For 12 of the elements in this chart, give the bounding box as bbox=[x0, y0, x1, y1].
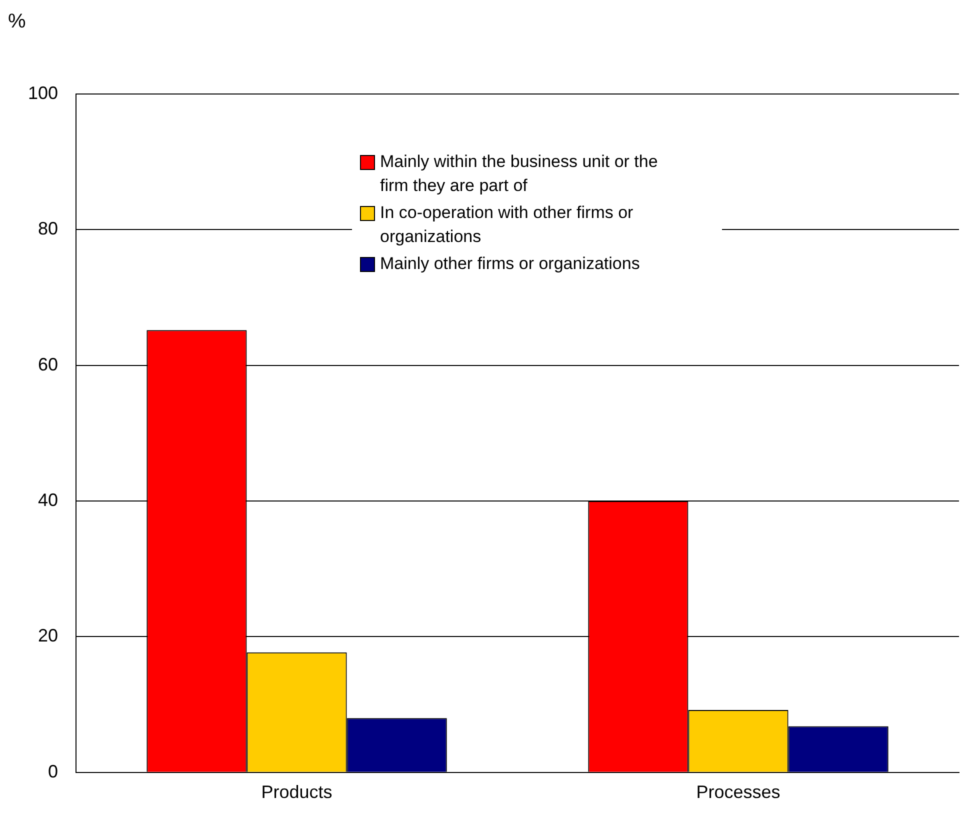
y-axis-title: % bbox=[8, 10, 26, 33]
legend-label: Mainly other firms or organizations bbox=[380, 253, 641, 275]
y-tick-label: 20 bbox=[38, 626, 58, 646]
y-tick-label: 80 bbox=[38, 218, 58, 239]
y-tick-label: 0 bbox=[48, 761, 58, 782]
legend-label: Mainly within the business unit or the firm they are part of bbox=[380, 151, 659, 197]
y-tick-label: 100 bbox=[28, 82, 58, 103]
y-tick-label: 40 bbox=[38, 490, 58, 510]
x-tick-label: Products bbox=[261, 782, 332, 802]
y-tick-label: 60 bbox=[38, 354, 58, 374]
legend-label: In co-operation with other firms or organizations bbox=[380, 202, 634, 248]
x-tick-label: Processes bbox=[696, 782, 780, 802]
